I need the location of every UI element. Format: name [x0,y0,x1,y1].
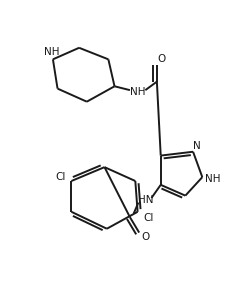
Text: Cl: Cl [55,172,66,182]
Text: O: O [157,53,166,63]
Text: NH: NH [205,175,221,185]
Text: O: O [141,232,150,242]
Text: N: N [193,141,201,151]
Text: Cl: Cl [143,213,154,223]
Text: NH: NH [44,47,59,57]
Text: HN: HN [138,195,153,205]
Text: NH: NH [130,87,145,97]
